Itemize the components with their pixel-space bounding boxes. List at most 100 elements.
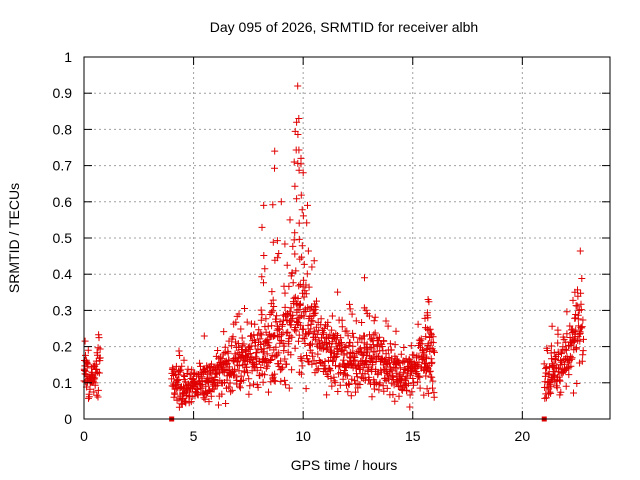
data-point <box>402 375 410 383</box>
data-point <box>266 344 274 352</box>
data-point <box>93 391 101 399</box>
data-point <box>297 300 304 308</box>
data-point <box>295 282 303 290</box>
data-point <box>295 331 303 339</box>
data-point <box>546 388 554 396</box>
data-point <box>359 364 367 372</box>
data-point <box>416 373 424 381</box>
data-point <box>257 341 265 348</box>
data-point <box>578 357 586 365</box>
data-point <box>371 378 379 386</box>
data-point <box>258 273 266 281</box>
data-point <box>174 377 181 385</box>
data-point <box>410 379 418 387</box>
data-point <box>271 256 279 264</box>
data-point <box>257 306 265 314</box>
y-axis-label: SRMTID / TECUs <box>6 183 22 293</box>
data-point <box>337 334 345 342</box>
data-point <box>255 326 263 334</box>
data-point <box>177 366 185 374</box>
data-point <box>95 334 103 342</box>
data-point <box>301 340 309 347</box>
data-point <box>196 359 204 367</box>
data-point <box>245 390 253 398</box>
data-point <box>280 342 288 350</box>
data-point <box>569 296 577 304</box>
data-point <box>363 310 371 318</box>
data-point <box>293 195 301 203</box>
data-point <box>406 391 414 399</box>
data-point <box>236 382 243 390</box>
data-point <box>241 305 248 312</box>
data-point <box>314 365 322 373</box>
data-point <box>197 362 204 370</box>
data-point <box>371 329 379 337</box>
data-point <box>321 358 329 365</box>
data-point <box>258 311 266 319</box>
data-point <box>396 364 404 372</box>
data-point <box>240 340 248 348</box>
data-point <box>90 388 98 396</box>
data-point <box>303 352 310 359</box>
data-point-peak <box>294 82 302 90</box>
data-point <box>267 308 275 316</box>
data-point <box>250 331 258 339</box>
data-point <box>400 344 408 351</box>
data-point <box>94 368 102 376</box>
data-point <box>323 391 331 399</box>
data-point <box>246 350 254 357</box>
data-point <box>556 376 563 384</box>
data-point-peak <box>299 169 307 177</box>
data-point <box>178 362 186 370</box>
data-point <box>576 329 584 337</box>
y-tick-label: 0.4 <box>53 266 73 282</box>
data-point <box>275 349 283 357</box>
data-point <box>332 330 340 338</box>
data-point <box>94 393 102 401</box>
data-point <box>578 275 586 282</box>
data-point <box>186 371 194 379</box>
data-point <box>268 322 276 330</box>
y-tick-label: 0.1 <box>53 375 73 391</box>
data-point <box>330 377 338 385</box>
data-point <box>243 363 251 371</box>
data-point <box>245 375 253 383</box>
data-point <box>288 333 296 341</box>
data-point <box>275 250 283 257</box>
data-point <box>292 299 300 307</box>
data-point <box>397 350 405 358</box>
data-point <box>260 345 268 353</box>
data-point <box>288 269 296 277</box>
data-point <box>261 265 269 273</box>
data-point <box>417 335 425 343</box>
data-point <box>578 324 586 332</box>
data-point <box>214 347 222 354</box>
data-point <box>272 343 280 351</box>
data-point <box>260 252 268 259</box>
data-point <box>358 319 366 326</box>
data-point <box>347 392 355 400</box>
data-point <box>361 332 368 340</box>
data-point <box>349 329 357 337</box>
data-point-peak <box>424 296 432 303</box>
data-point <box>416 384 424 392</box>
data-point <box>392 327 400 335</box>
data-point <box>256 330 264 338</box>
data-point <box>231 365 239 373</box>
data-point <box>422 372 430 380</box>
data-point <box>266 357 274 364</box>
data-point <box>269 373 277 381</box>
data-point <box>566 352 574 360</box>
y-tick-label: 0.8 <box>53 121 73 137</box>
data-point <box>346 305 354 313</box>
data-point <box>422 333 430 341</box>
data-point <box>84 346 92 354</box>
data-point <box>547 342 555 350</box>
data-point <box>289 311 297 319</box>
data-point <box>565 371 573 379</box>
data-point <box>573 380 581 387</box>
data-point <box>382 317 390 325</box>
data-point <box>403 386 411 394</box>
data-point <box>253 349 261 357</box>
data-point <box>278 365 286 373</box>
